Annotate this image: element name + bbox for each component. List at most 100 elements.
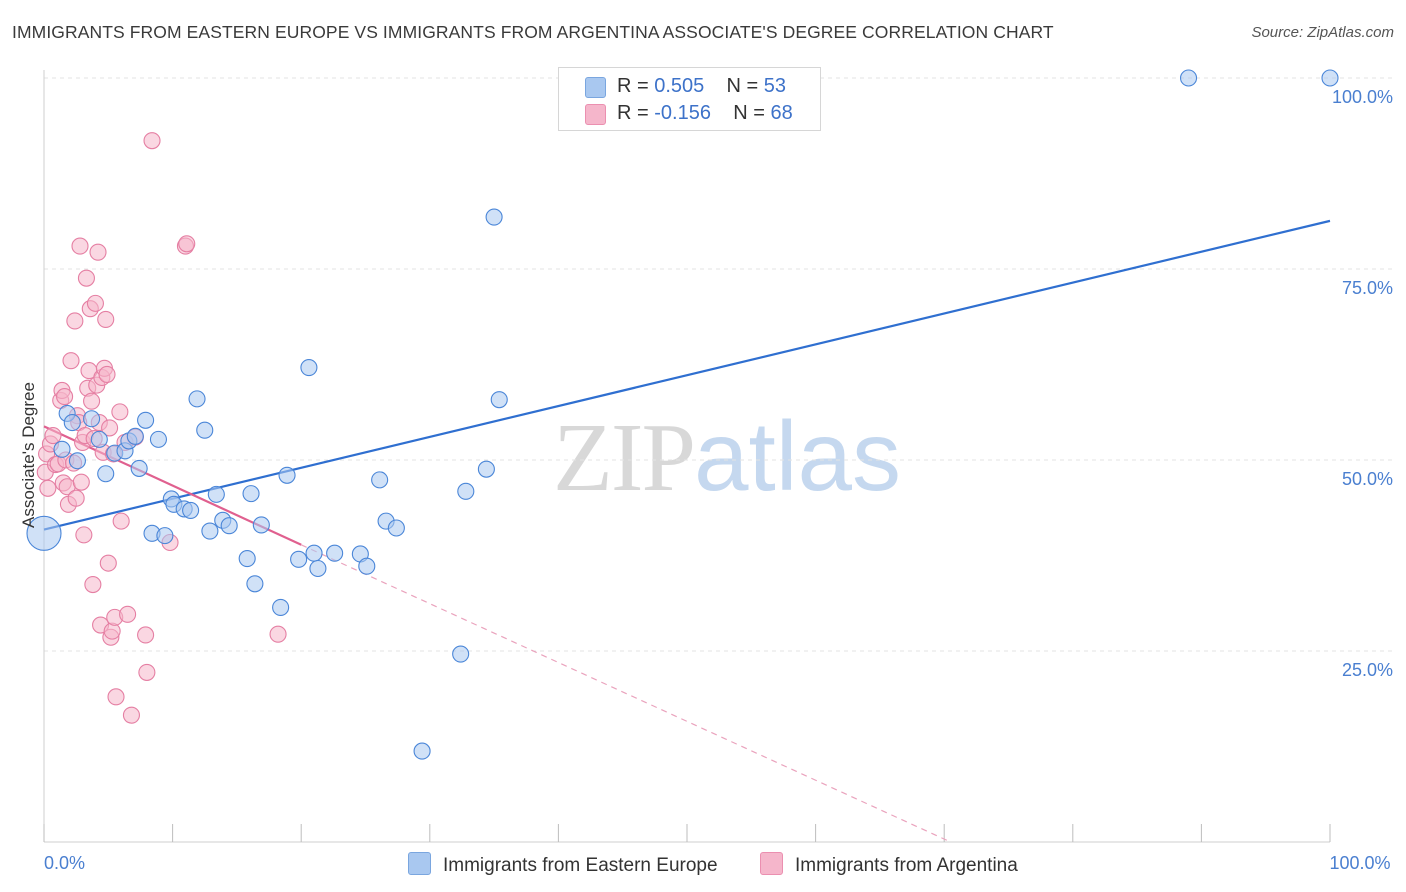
watermark: ZIPatlas [553,400,901,514]
point-eastern-europe [305,544,323,562]
point-eastern-europe [272,598,290,617]
point-eastern-europe [188,390,206,408]
point-eastern-europe [137,411,155,429]
point-argentina [86,294,104,312]
point-eastern-europe [309,559,327,578]
point-eastern-europe [413,742,431,760]
watermark-atlas: atlas [694,401,902,511]
legend-n-value: 68 [770,102,793,124]
point-eastern-europe [1179,69,1198,87]
legend-stats-eastern-europe: R = 0.505 N = 53 [617,75,786,98]
trend-line [43,219,1331,531]
point-argentina [122,706,140,724]
point-argentina [89,243,107,261]
point-eastern-europe [246,575,264,593]
point-eastern-europe [252,516,270,534]
y-tick-label: 100.0% [1332,87,1393,107]
bottom-legend-swatch-eastern-europe [408,852,431,875]
point-eastern-europe [238,550,256,568]
point-eastern-europe [290,550,308,568]
tick-labels: 25.0% 50.0% 75.0% 100.0% 0.0% 100.0% [44,87,1393,873]
point-eastern-europe [220,517,238,535]
bottom-legend-swatch-argentina [760,852,783,875]
point-eastern-europe [326,544,344,562]
point-argentina [97,310,115,328]
point-eastern-europe [457,482,475,500]
point-eastern-europe [207,485,225,503]
point-argentina [269,625,287,643]
point-eastern-europe [278,466,296,484]
point-eastern-europe [97,465,115,483]
point-eastern-europe [371,471,389,489]
bottom-legend-argentina: Immigrants from Argentina [760,852,1018,877]
trend-line-extension [300,544,951,843]
point-eastern-europe [490,391,508,409]
point-argentina [111,403,129,421]
point-argentina [178,235,196,253]
point-eastern-europe [83,410,101,428]
data-points [26,69,1339,760]
point-eastern-europe [201,522,219,540]
point-eastern-europe [149,430,168,448]
point-argentina [98,365,116,383]
point-argentina [44,427,62,445]
point-argentina [77,269,95,287]
legend-n-label: N = [726,75,764,97]
point-argentina [112,512,130,530]
point-argentina [137,626,155,644]
point-argentina [143,132,161,150]
y-tick-label: 75.0% [1342,278,1393,298]
point-argentina [83,392,101,410]
point-argentina [107,688,125,706]
legend-r-label: R = [617,102,655,124]
point-eastern-europe [387,519,405,537]
y-tick-label: 50.0% [1342,469,1393,489]
point-argentina [119,605,137,623]
legend-swatch-argentina [585,104,606,125]
legend-r-label: R = [617,75,655,97]
point-argentina [62,352,80,370]
legend-swatch-eastern-europe [585,77,606,98]
point-argentina [71,237,89,255]
axes [43,70,1331,843]
bottom-legend-label-argentina: Immigrants from Argentina [795,855,1018,876]
point-argentina [39,479,57,497]
point-eastern-europe [26,515,62,551]
point-eastern-europe [300,359,318,377]
point-argentina [101,419,119,437]
y-tick-label: 25.0% [1342,660,1393,680]
legend-r-value: 0.505 [654,75,705,97]
point-eastern-europe [90,430,108,448]
point-argentina [67,489,85,507]
trend-lines [43,219,1331,843]
chart-title: IMMIGRANTS FROM EASTERN EUROPE VS IMMIGR… [12,22,1054,42]
point-eastern-europe [182,501,200,519]
legend-n-value: 53 [763,75,787,97]
point-eastern-europe [358,557,376,575]
point-eastern-europe [242,485,260,503]
y-axis-label: Associate's Degree [19,382,38,528]
point-eastern-europe [130,459,148,477]
point-eastern-europe [63,414,81,432]
correlation-legend: R = 0.505 N = 53 R = -0.156 N = 68 [558,67,821,131]
point-eastern-europe [126,427,144,445]
point-eastern-europe [477,460,495,478]
point-argentina [66,312,84,330]
point-argentina [84,575,102,594]
point-argentina [138,663,156,681]
point-eastern-europe [68,452,86,470]
watermark-zip: ZIP [553,404,696,512]
point-eastern-europe [53,440,71,458]
point-argentina [72,473,90,491]
point-eastern-europe [452,645,470,663]
bottom-legend-eastern-europe: Immigrants from Eastern Europe [408,852,718,877]
legend-r-value: -0.156 [654,102,711,124]
legend-stats-argentina: R = -0.156 N = 68 [617,102,793,125]
x-tick-label: 100.0% [1329,853,1390,873]
point-argentina [99,554,117,572]
point-eastern-europe [196,421,214,439]
x-tick-label: 0.0% [44,853,85,873]
bottom-legend-label-eastern-europe: Immigrants from Eastern Europe [443,855,718,876]
point-eastern-europe [485,208,503,226]
